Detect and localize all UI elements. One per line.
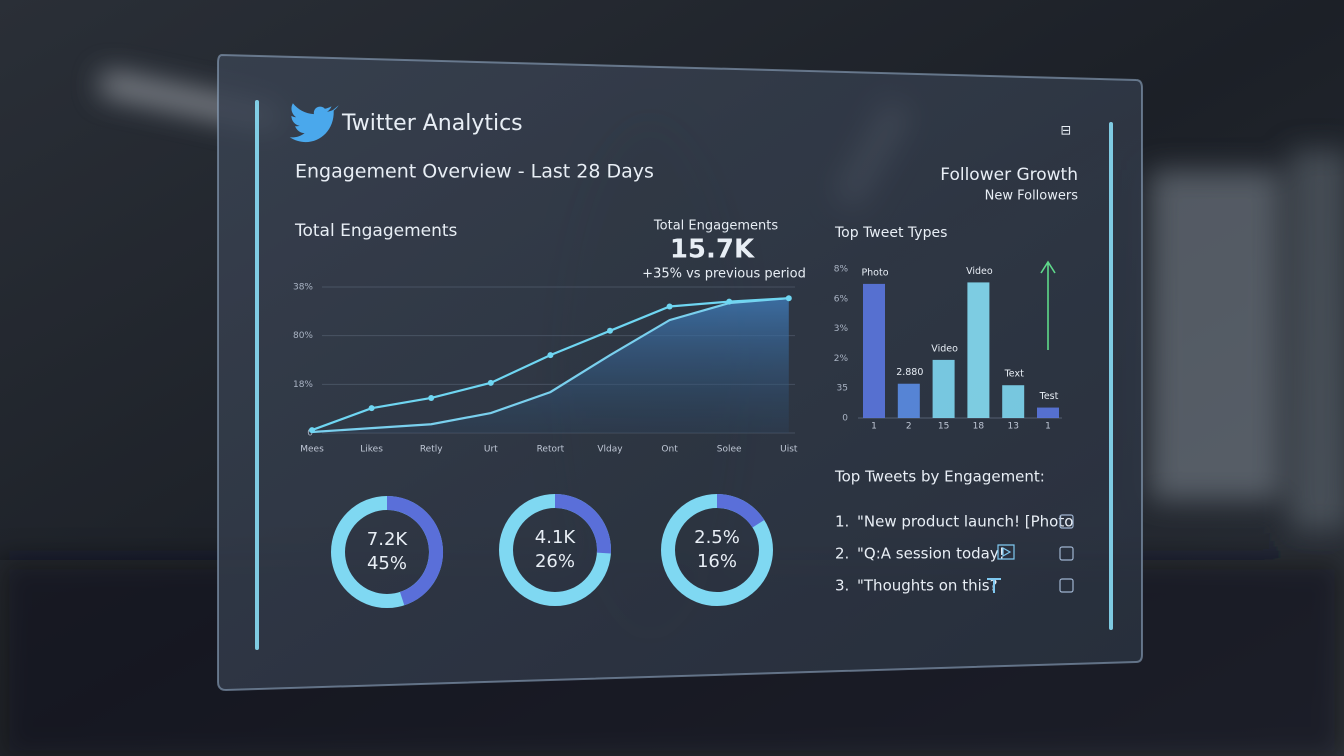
tweet-action-icon[interactable] — [1059, 546, 1074, 561]
donut-label: 4.1K — [535, 527, 577, 548]
x-tick-label: 15 — [938, 422, 949, 432]
donut-label: 7.2K — [367, 529, 409, 550]
line — [311, 297, 789, 434]
area — [312, 298, 789, 433]
tweet-rank: 2. — [835, 545, 849, 563]
tweet-rank: 3. — [835, 577, 849, 595]
bar — [932, 359, 955, 418]
donut-percent: 26% — [535, 551, 575, 572]
x-tick-label: Ont — [661, 445, 678, 455]
app-title: Twitter Analytics — [341, 111, 523, 136]
bar-label: 2.880 — [896, 367, 923, 378]
x-tick-label: Vlday — [597, 445, 623, 455]
summary-value: 15.7K — [670, 235, 755, 265]
x-tick-label: 18 — [973, 422, 985, 432]
edge-glow — [255, 100, 259, 650]
x-tick-label: 1 — [1045, 422, 1051, 432]
follower-title: Follower Growth — [940, 165, 1078, 185]
y-tick-label: 18% — [293, 380, 313, 390]
tweet-action-icon[interactable] — [1059, 514, 1074, 529]
bar-label: Photo — [861, 267, 888, 278]
tweet-text[interactable]: "Q:A session today! — [857, 545, 1005, 563]
tweet-text[interactable]: "New product launch! [Photo — [857, 513, 1073, 531]
tweet-action-icon[interactable] — [1059, 578, 1074, 593]
y-tick-label: 2% — [834, 354, 849, 364]
bar-label: Video — [966, 266, 993, 277]
marker — [309, 427, 315, 434]
x-tick-label: Urt — [484, 445, 498, 455]
marker — [785, 295, 792, 302]
x-tick-label: Likes — [360, 445, 383, 455]
growth-arrow — [1040, 260, 1056, 350]
marker — [607, 327, 613, 334]
menu-icon[interactable]: ⊟ — [1061, 124, 1072, 139]
y-tick-label: 80% — [293, 331, 313, 341]
bar — [897, 383, 920, 418]
marker — [487, 379, 494, 386]
bar — [1037, 407, 1059, 418]
x-tick-label: Retort — [537, 445, 565, 455]
bar-label: Video — [931, 343, 958, 354]
y-tick-label: 6% — [834, 294, 849, 304]
bar — [863, 283, 885, 418]
text-icon — [987, 578, 1001, 593]
top-tweets-title: Top Tweets by Engagement: — [834, 468, 1045, 486]
y-tick-label: 38% — [293, 283, 313, 293]
bar-label: Test — [1039, 391, 1059, 402]
x-tick-label: Solee — [717, 445, 742, 455]
marker — [428, 394, 435, 401]
donut-percent: 45% — [367, 553, 407, 574]
x-tick-label: 13 — [1007, 422, 1018, 432]
x-tick-label: 1 — [871, 422, 877, 432]
page-subtitle: Engagement Overview - Last 28 Days — [295, 161, 654, 183]
donut-label: 2.5% — [694, 527, 740, 548]
bar-label: Text — [1004, 369, 1024, 380]
marker — [726, 298, 733, 305]
y-tick-label: 35 — [837, 384, 848, 394]
donut-arc — [554, 494, 611, 554]
x-tick-label: Retly — [420, 445, 443, 455]
donut-arc — [716, 494, 765, 528]
video-icon — [997, 544, 1015, 560]
x-tick-label: Uist — [780, 445, 798, 455]
y-tick-label: 0 — [307, 429, 313, 439]
follower-subtitle: New Followers — [985, 189, 1079, 204]
donut-arc — [386, 496, 443, 606]
y-tick-label: 8% — [834, 265, 849, 275]
x-tick-label: Mees — [300, 445, 324, 455]
marker — [666, 303, 673, 310]
chart-title: Top Tweet Types — [834, 225, 947, 241]
edge-glow — [1109, 122, 1113, 630]
tweet-rank: 1. — [835, 513, 849, 531]
y-tick-label: 3% — [834, 324, 849, 334]
marker — [368, 405, 375, 412]
x-tick-label: 2 — [906, 422, 912, 432]
summary-caption: Total Engagements — [653, 219, 778, 234]
chart-title: Total Engagements — [294, 221, 458, 241]
bar — [1002, 385, 1025, 418]
tweet-text[interactable]: "Thoughts on this? — [857, 577, 998, 595]
donut-percent: 16% — [697, 551, 737, 572]
y-tick-label: 0 — [842, 414, 848, 424]
bar — [967, 282, 990, 418]
twitter-bird-icon — [289, 103, 339, 143]
marker — [547, 352, 554, 359]
summary-change: +35% vs previous period — [642, 267, 806, 282]
